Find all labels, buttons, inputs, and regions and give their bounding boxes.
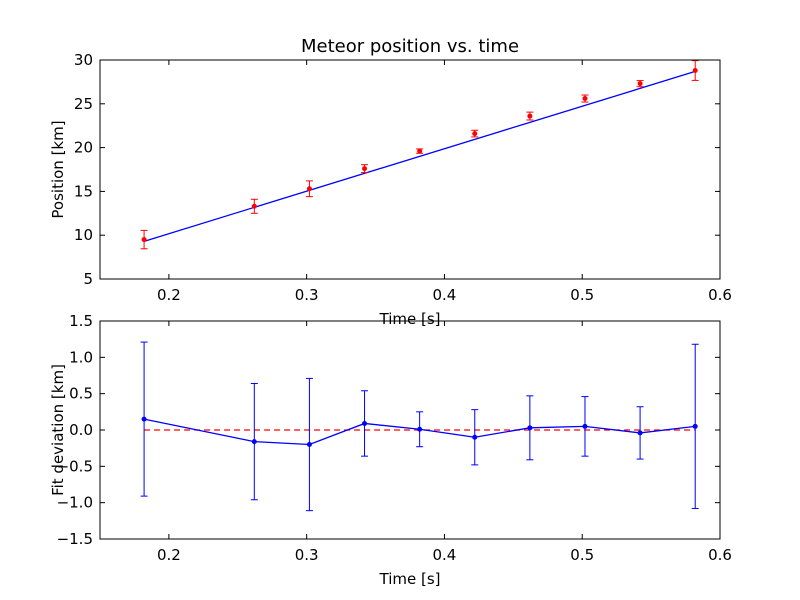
y-tick-label: 0.0 <box>69 421 93 439</box>
y-axis-label: Position [km] <box>49 120 67 218</box>
x-tick-label: 0.2 <box>157 546 181 564</box>
fit-line <box>143 70 696 242</box>
data-point <box>582 423 588 429</box>
data-point <box>472 434 478 440</box>
data-point <box>251 203 257 209</box>
residual-line <box>143 418 696 446</box>
data-point <box>306 186 312 192</box>
y-tick-label: 25 <box>74 95 93 113</box>
position-plot-frame <box>99 59 721 280</box>
data-point <box>527 425 533 431</box>
y-tick-label: 5 <box>83 270 93 288</box>
data-point <box>637 430 643 436</box>
y-tick-label: −1.5 <box>57 530 93 548</box>
data-point <box>417 426 423 432</box>
y-tick-label: 0.5 <box>69 385 93 403</box>
y-axis-label: Fit deviation [km] <box>49 364 67 496</box>
x-tick-label: 0.3 <box>295 286 319 304</box>
data-point <box>637 81 643 87</box>
x-tick-label: 0.4 <box>433 286 457 304</box>
x-tick-label: 0.6 <box>708 546 732 564</box>
x-tick-label: 0.6 <box>708 286 732 304</box>
x-tick-label: 0.2 <box>157 286 181 304</box>
data-point <box>362 166 368 172</box>
x-tick-label: 0.5 <box>570 546 594 564</box>
y-tick-label: −0.5 <box>57 457 93 475</box>
data-point <box>251 439 257 445</box>
x-axis-label: Time [s] <box>379 310 441 328</box>
data-point <box>141 237 147 243</box>
y-tick-label: 10 <box>74 226 93 244</box>
data-point <box>527 113 533 119</box>
deviation-panel: 0.2 0.3 0.4 0.5 0.61.51.00.50.0−0.5−1.0−1.5 … <box>49 312 732 588</box>
x-tick-label: 0.5 <box>570 286 594 304</box>
y-tick-label: 30 <box>74 51 93 69</box>
x-axis-label: Time [s] <box>379 570 441 588</box>
data-point <box>692 423 698 429</box>
x-tick-label: 0.3 <box>295 546 319 564</box>
data-point <box>362 420 368 426</box>
data-point <box>306 442 312 448</box>
data-point <box>141 416 147 422</box>
data-point <box>417 148 423 154</box>
y-tick-label: −1.0 <box>57 494 93 512</box>
x-tick-label: 0.4 <box>433 546 457 564</box>
y-tick-label: 1.0 <box>69 348 93 366</box>
data-point <box>692 68 698 74</box>
y-tick-label: 15 <box>74 182 93 200</box>
chart-title: Meteor position vs. time <box>301 36 519 57</box>
y-tick-label: 20 <box>74 139 93 157</box>
position-panel: 0.2 0.3 0.4 0.5 0.6 5 10 15 20 25 30 Meteor positi… <box>49 36 732 328</box>
data-point <box>582 96 588 102</box>
data-point <box>472 131 478 137</box>
y-tick-label: 1.5 <box>69 312 93 330</box>
